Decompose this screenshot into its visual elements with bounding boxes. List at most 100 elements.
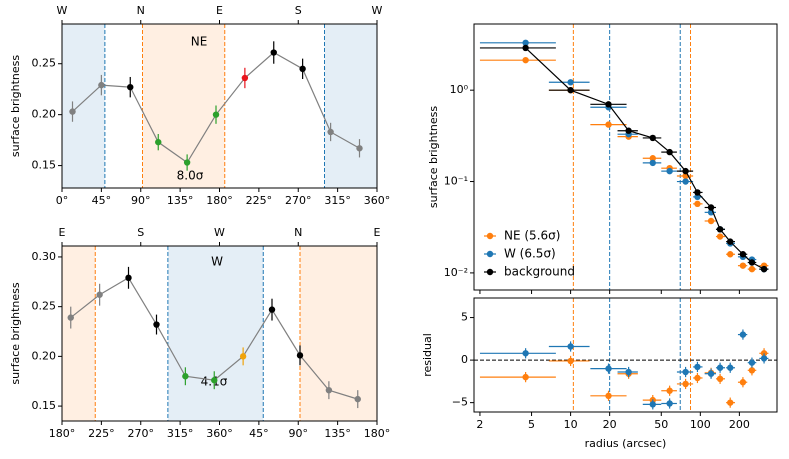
data-point (694, 200, 701, 208)
top-tick-label: N (137, 4, 145, 17)
data-point (125, 274, 132, 282)
y-tick-label: 0.15 (32, 159, 57, 172)
data-point (69, 108, 76, 115)
top-tick-label: N (294, 226, 302, 239)
data-point (682, 178, 689, 185)
legend-marker (486, 250, 494, 258)
data-point (727, 238, 734, 245)
y-tick-label: 0.15 (32, 399, 57, 412)
data-point (666, 167, 673, 175)
data-point (694, 189, 701, 196)
data-point (649, 159, 656, 167)
x-tick-label: 45° (92, 194, 112, 207)
data-point (707, 204, 715, 211)
data-point (666, 148, 673, 156)
x-tick-label: 180° (49, 427, 76, 440)
y-tick-label: −5 (452, 396, 468, 409)
data-point (605, 101, 612, 108)
data-point (748, 265, 756, 273)
data-point (241, 74, 249, 82)
shaded-region (62, 24, 105, 188)
y-tick-label: 5 (461, 311, 468, 324)
data-point (748, 259, 756, 266)
data-point (268, 306, 276, 313)
data-point (760, 355, 768, 362)
data-point (605, 365, 612, 372)
y-tick-label: 10⁰ (450, 83, 469, 96)
data-point (739, 379, 747, 386)
data-point (739, 262, 747, 269)
data-point (325, 386, 333, 394)
y-tick-label: 0 (461, 353, 468, 366)
y-axis-label: surface brightness (9, 55, 22, 157)
data-point (153, 321, 160, 328)
data-point (694, 363, 701, 371)
data-point (727, 364, 734, 371)
data-point (682, 368, 689, 376)
x-tick-label: 225° (88, 427, 115, 440)
data-point (270, 49, 277, 56)
data-point (127, 83, 134, 91)
x-tick-label: 200 (729, 418, 750, 431)
legend-marker (486, 232, 494, 240)
legend-label: background (504, 265, 575, 279)
data-point (739, 251, 747, 258)
data-point (694, 374, 701, 382)
data-point (522, 56, 529, 64)
y-tick-label: 0.20 (32, 108, 57, 121)
data-point (716, 233, 724, 240)
data-point (760, 265, 768, 273)
data-point (211, 377, 218, 384)
x-tick-label: 20 (603, 418, 617, 431)
x-tick-label: 360° (364, 194, 391, 207)
y-tick-label: 10⁻² (444, 266, 468, 279)
data-point (727, 399, 734, 406)
top-tick-label: E (374, 226, 381, 239)
top-tick-label: E (216, 4, 223, 17)
data-point (748, 367, 756, 374)
x-tick-label: 135° (167, 194, 194, 207)
shaded-region (300, 246, 377, 421)
data-point (605, 121, 612, 128)
x-tick-label: 270° (285, 194, 312, 207)
annotation: 8.0σ (177, 169, 204, 183)
data-point (625, 368, 632, 376)
data-point (666, 400, 673, 407)
data-point (183, 159, 191, 166)
y-tick-label: 0.25 (32, 300, 57, 313)
data-point (694, 193, 701, 201)
data-point (739, 331, 747, 338)
top-tick-label: E (59, 226, 66, 239)
data-point (727, 251, 734, 258)
x-tick-label: 5 (528, 418, 535, 431)
data-point (707, 217, 715, 225)
y-axis-label: surface brightness (427, 106, 440, 208)
data-point (707, 370, 715, 377)
data-point (649, 134, 656, 142)
x-tick-label: 90° (131, 194, 151, 207)
y-tick-label: 10⁻¹ (444, 175, 468, 188)
top-tick-label: W (57, 4, 68, 17)
x-tick-label: 10 (564, 418, 578, 431)
data-point (522, 350, 529, 357)
data-point (682, 380, 689, 388)
data-point (567, 79, 574, 86)
top-tick-label: S (295, 4, 302, 17)
axes-frame (473, 297, 778, 413)
data-point (625, 127, 632, 134)
data-point (354, 395, 361, 403)
data-point (299, 65, 306, 73)
shaded-region (167, 246, 264, 421)
x-tick-label: 180° (206, 194, 233, 207)
axes-frame (473, 23, 778, 291)
y-tick-label: 0.20 (32, 349, 57, 362)
x-tick-label: 90° (289, 427, 309, 440)
data-point (356, 145, 363, 152)
data-point (682, 167, 689, 175)
legend-label: NE (5.6σ) (504, 229, 560, 243)
legend-label: W (6.5σ) (504, 247, 556, 261)
top-tick-label: W (372, 4, 383, 17)
x-tick-label: 50 (654, 418, 668, 431)
data-point (567, 343, 574, 350)
